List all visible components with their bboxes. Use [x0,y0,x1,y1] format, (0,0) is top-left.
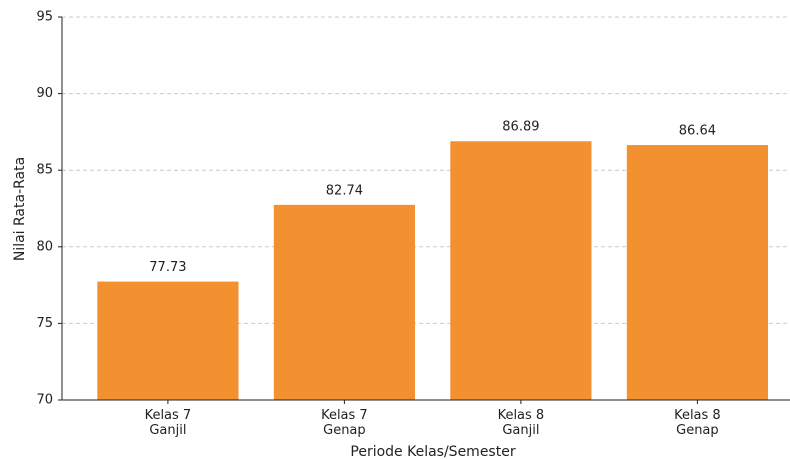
bar [97,281,239,400]
y-tick-label: 75 [36,316,53,331]
bar [273,204,415,400]
y-tick-label: 90 [36,86,53,101]
x-tick-label: Kelas 8 Genap [674,408,721,438]
data-label: 86.89 [502,120,539,135]
y-axis-label: Nilai Rata-Rata [12,157,28,261]
data-label: 82.74 [326,183,363,198]
bar [450,141,592,401]
x-tick-label: Kelas 7 Genap [321,408,368,438]
data-label: 86.64 [679,124,716,139]
x-tick-label: Kelas 7 Ganjil [144,408,192,438]
y-tick-label: 95 [36,10,53,25]
x-tick-label: Kelas 8 Ganjil [497,408,545,438]
y-tick-label: 80 [36,239,53,254]
bar [626,145,768,400]
data-label: 77.73 [149,260,186,275]
y-tick-label: 70 [36,393,53,408]
y-tick-label: 85 [36,163,53,178]
x-axis-label: Periode Kelas/Semester [350,444,515,459]
